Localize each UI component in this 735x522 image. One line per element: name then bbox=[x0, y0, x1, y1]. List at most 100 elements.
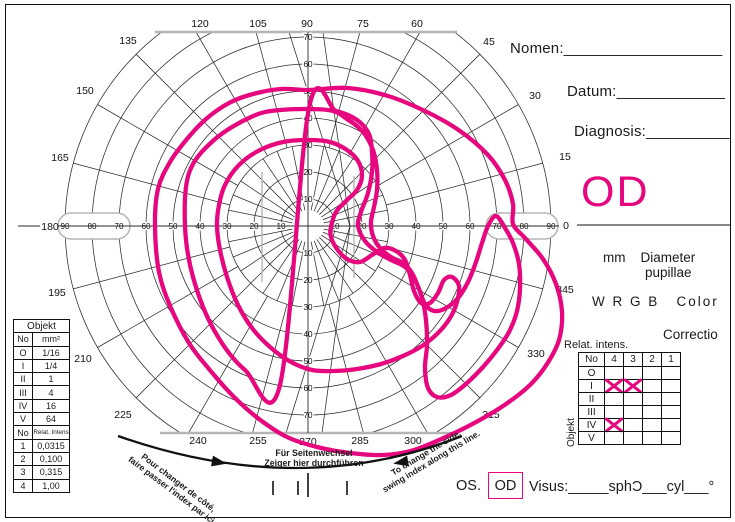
relat-grid-cell[interactable] bbox=[604, 366, 623, 379]
field-blank-line[interactable]: __________ bbox=[646, 123, 730, 140]
objekt-table-cell: No bbox=[14, 333, 33, 346]
axis-degree-label: 50 bbox=[438, 222, 448, 231]
axis-degree-label: 30 bbox=[384, 222, 394, 231]
relat-grid-cell[interactable] bbox=[642, 405, 661, 418]
objekt-table-cell: No Relat. Intens bbox=[14, 425, 69, 439]
mm-label: mm bbox=[603, 250, 626, 265]
field-label: Diagnosis: bbox=[574, 123, 647, 140]
objekt-table-cell: IV bbox=[14, 399, 33, 413]
od-selected-box[interactable]: OD bbox=[488, 472, 523, 499]
side-change-arc bbox=[117, 434, 463, 470]
relat-grid-cell[interactable] bbox=[623, 379, 642, 392]
objekt-table-cell: No mm² bbox=[14, 332, 69, 346]
meridian-label-45: 45 bbox=[483, 36, 495, 48]
relat-grid-cell[interactable] bbox=[661, 431, 680, 444]
visus-field[interactable]: Visus:_____sphƆ___cyl___° bbox=[529, 479, 715, 495]
side-change-note-german: Für Seitenwechsel Zeiger hier durchführe… bbox=[234, 448, 394, 468]
meridian-label-255: 255 bbox=[249, 435, 267, 447]
relat-grid-cell[interactable] bbox=[623, 418, 642, 431]
field-blank-line[interactable]: ___________________ bbox=[563, 40, 723, 57]
objekt-table-cell: II bbox=[14, 373, 33, 386]
meridian-label-210: 210 bbox=[74, 353, 92, 365]
relat-grid-cell[interactable] bbox=[642, 431, 661, 444]
objekt-table-cell: 2 0,100 bbox=[14, 451, 69, 466]
relat-grid-cell[interactable] bbox=[623, 392, 642, 405]
relat-grid-cell[interactable] bbox=[604, 405, 623, 418]
relat-grid-cell[interactable] bbox=[661, 379, 680, 392]
relat-grid-cell[interactable] bbox=[661, 366, 680, 379]
axis-degree-label: 60 bbox=[141, 222, 151, 231]
meridian-label-240: 240 bbox=[189, 435, 207, 447]
meridian-label-180: 180 bbox=[41, 221, 59, 233]
objekt-table-cell: I bbox=[14, 359, 33, 373]
relat-grid-cell[interactable] bbox=[623, 366, 642, 379]
meridian-label-300: 300 bbox=[404, 435, 422, 447]
relat-grid-cell[interactable] bbox=[661, 405, 680, 418]
axis-degree-label: 80 bbox=[87, 222, 97, 231]
field-label: Datum: bbox=[567, 83, 617, 100]
objekt-table-cell: V 64 bbox=[14, 412, 69, 426]
objekt-table-cell: 1/4 bbox=[44, 361, 58, 372]
isopter-curve-middle bbox=[182, 86, 523, 405]
relat-grid-header: 4 bbox=[604, 353, 623, 366]
relat-grid-cell[interactable] bbox=[642, 379, 661, 392]
german-line-1: Für Seitenwechsel bbox=[275, 448, 353, 458]
objekt-table-cell: 1 bbox=[14, 439, 33, 452]
axis-degree-label: 60 bbox=[465, 222, 475, 231]
relat-grid-row-label: IV bbox=[579, 418, 604, 431]
objekt-table-cell: 1 0,0315 bbox=[14, 438, 69, 452]
meridian-label-75: 75 bbox=[357, 18, 369, 30]
relat-grid-cell[interactable] bbox=[623, 405, 642, 418]
relat-grid-header: 2 bbox=[642, 353, 661, 366]
pupil-diameter-label: mm Diameter bbox=[603, 250, 695, 265]
objekt-table-cell: II 1 bbox=[14, 372, 69, 386]
field-blank-line[interactable]: _____________ bbox=[616, 83, 726, 100]
diameter-label: Diameter bbox=[640, 250, 696, 265]
relat-grid-cell[interactable] bbox=[604, 431, 623, 444]
axis-degree-label: 80 bbox=[519, 222, 529, 231]
relat-grid-cell[interactable] bbox=[604, 379, 623, 392]
objekt-table-cell: IV 16 bbox=[14, 398, 69, 413]
field-diagnosis[interactable]: Diagnosis:__________ bbox=[574, 123, 729, 140]
eye-label-od: OD bbox=[581, 168, 650, 216]
relat-grid-cell[interactable] bbox=[661, 418, 680, 431]
color-label: Color bbox=[676, 294, 719, 309]
meridian-label-330: 330 bbox=[527, 348, 545, 360]
objekt-table-cell: O 1/16 bbox=[14, 345, 69, 359]
relat-grid-cell[interactable] bbox=[604, 418, 623, 431]
field-datum[interactable]: Datum:_____________ bbox=[567, 83, 725, 100]
objekt-table-cell: 4 bbox=[48, 387, 54, 398]
relat-grid-cell[interactable] bbox=[642, 418, 661, 431]
meridian-label-15: 15 bbox=[559, 151, 571, 163]
axis-degree-label: 20 bbox=[249, 222, 259, 231]
od-box-label: OD bbox=[494, 477, 517, 494]
os-label: OS. bbox=[456, 478, 481, 494]
relat-grid-cell[interactable] bbox=[642, 392, 661, 405]
objekt-table-cell: 0,100 bbox=[39, 454, 63, 465]
objekt-table-cell: 4 1,00 bbox=[14, 478, 69, 492]
axis-degree-label: 90 bbox=[546, 222, 556, 231]
wrgb-label: W R G B bbox=[592, 294, 660, 309]
relat-grid-cell[interactable] bbox=[623, 431, 642, 444]
relat-grid-cell[interactable] bbox=[642, 366, 661, 379]
objekt-table-cell: 0,0315 bbox=[37, 440, 65, 451]
relat-grid-row-label: O bbox=[579, 366, 604, 379]
objekt-table-cell: 2 bbox=[14, 452, 33, 466]
relat-grid-cell[interactable] bbox=[604, 392, 623, 405]
axis-degree-label: 40 bbox=[411, 222, 421, 231]
relat-grid-cell[interactable] bbox=[661, 392, 680, 405]
relat-grid-row-label: V bbox=[579, 431, 604, 444]
axis-degree-label: 70 bbox=[114, 222, 124, 231]
meridian-label-0: 0 bbox=[563, 220, 569, 232]
field-nomen[interactable]: Nomen:___________________ bbox=[510, 40, 722, 57]
relat-grid-header: 3 bbox=[623, 353, 642, 366]
objekt-table-cell: No bbox=[14, 426, 33, 439]
relat-grid-row-label: III bbox=[579, 405, 604, 418]
objekt-table-cell: 1 bbox=[48, 374, 54, 385]
isopter-curve-inner bbox=[214, 137, 462, 374]
page-border bbox=[5, 4, 731, 518]
objekt-table-title: Objekt bbox=[27, 320, 56, 332]
meridian-label-120: 120 bbox=[191, 18, 209, 30]
objekt-table-cell: V bbox=[14, 413, 33, 426]
